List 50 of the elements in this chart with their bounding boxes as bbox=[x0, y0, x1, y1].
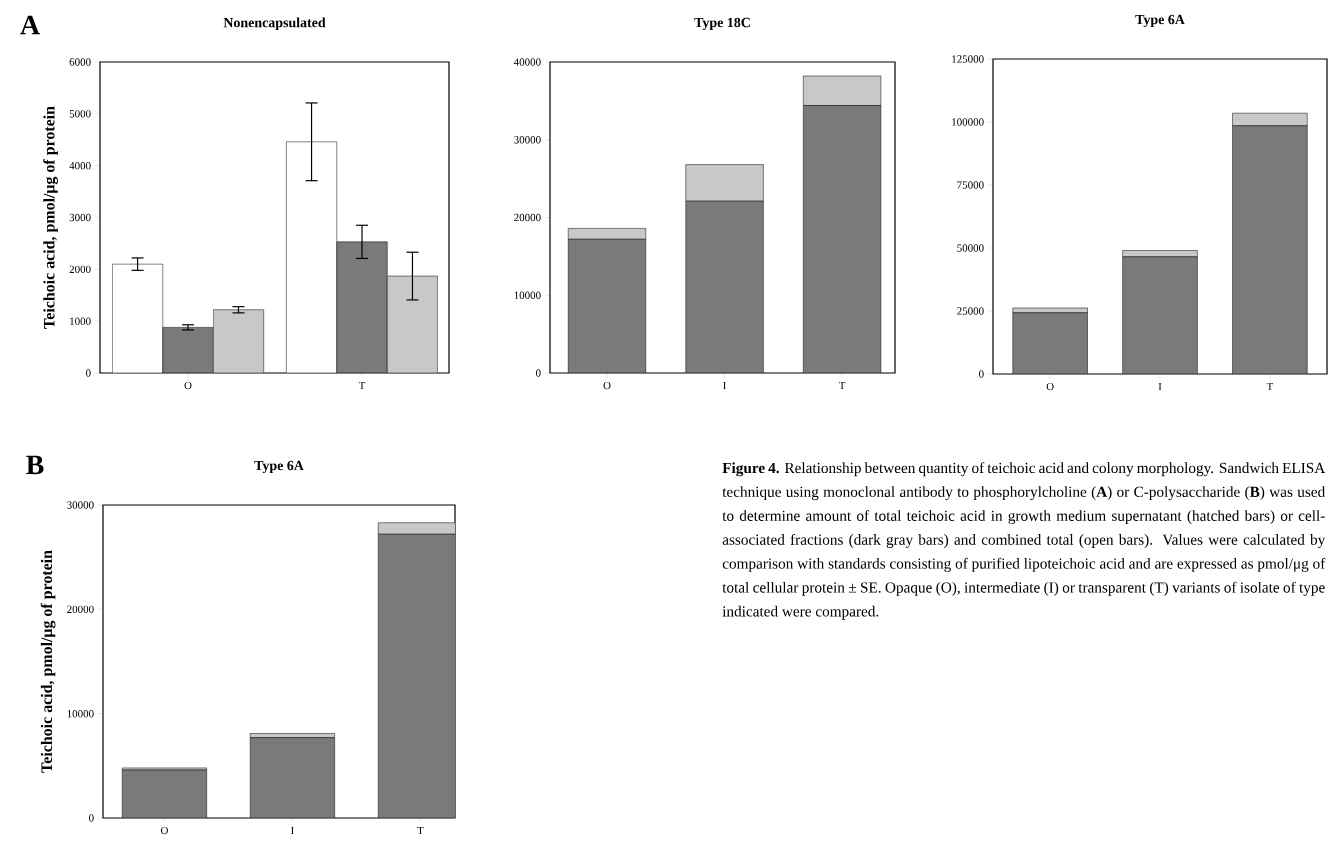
y-tick-label: 0 bbox=[89, 814, 94, 822]
x-tick-label: O bbox=[1046, 382, 1054, 391]
text: B bbox=[26, 455, 44, 475]
x-tick-label: I bbox=[291, 826, 294, 835]
y-tick-label: 6000 bbox=[69, 58, 91, 66]
y-axis-title: Teichoic acid, pmol/μg of protein bbox=[40, 550, 56, 773]
bar bbox=[685, 200, 764, 373]
x-tick-label: T bbox=[358, 381, 366, 390]
y-tick-label: 75000 bbox=[957, 181, 984, 189]
x-tick-label: I bbox=[723, 381, 727, 390]
bar bbox=[803, 105, 882, 373]
y-tick-label: 1000 bbox=[70, 317, 91, 325]
x-tick-label: O bbox=[160, 826, 168, 835]
bar bbox=[567, 239, 647, 373]
y-tick-label: 100000 bbox=[952, 118, 984, 126]
x-tick-label: I bbox=[1158, 382, 1162, 391]
bar bbox=[121, 769, 207, 818]
bar bbox=[386, 275, 438, 373]
y-tick-label: 125000 bbox=[952, 55, 984, 63]
y-tick-label: 0 bbox=[86, 369, 91, 377]
y-tick-label: 3000 bbox=[69, 213, 91, 222]
y-tick-label: 5000 bbox=[69, 110, 91, 118]
chart-title: Type 6A bbox=[1135, 14, 1185, 28]
x-tick-label: T bbox=[1266, 382, 1274, 391]
y-tick-label: 10000 bbox=[67, 709, 94, 718]
chart-title: Type 18C bbox=[694, 17, 750, 31]
y-tick-label: 25000 bbox=[957, 307, 984, 315]
y-tick-label: 20000 bbox=[67, 605, 94, 614]
y-tick-label: 4000 bbox=[69, 161, 91, 170]
y-tick-label: 30000 bbox=[67, 501, 94, 509]
y-tick-label: 2000 bbox=[69, 265, 91, 274]
y-tick-label: 10000 bbox=[514, 291, 541, 299]
bar bbox=[213, 309, 264, 373]
y-axis-title: Teichoic acid, pmol/μg of protein bbox=[43, 106, 58, 329]
y-tick-label: 30000 bbox=[514, 136, 541, 144]
x-tick-label: T bbox=[838, 381, 846, 390]
x-tick-label: O bbox=[184, 381, 192, 390]
y-tick-label: 40000 bbox=[513, 58, 541, 66]
chart-title: Nonencapsulated bbox=[223, 17, 326, 31]
text: Figure 4. Relationship between quantity of teichoic acid and colony morphology. Sandwich ELISA technique using monoclonal antibody to phosphorylcholine (A) or C-polysaccharide (B) was used to determine amount of total teichoic acid in growth medium supernatant (hatched bars) or cell-associated fractions (dark gray bars) and combined total (open bars). Values were calculated by comparison with standards consisting of purified lipoteichoic acid and are expressed as pmol/μg of total cellular protein ± SE. Opaque (O), intermediate (I) or transparent (T) variants of isolate of type indicated were compared. bbox=[722, 462, 1326, 620]
y-tick-label: 0 bbox=[536, 369, 541, 377]
y-tick-label: 20000 bbox=[514, 213, 541, 222]
x-tick-label: T bbox=[417, 826, 424, 835]
y-tick-label: 50000 bbox=[957, 244, 984, 252]
bar bbox=[249, 737, 335, 818]
bar bbox=[685, 164, 764, 202]
y-tick-label: 0 bbox=[979, 370, 984, 378]
text: A bbox=[20, 15, 40, 35]
x-tick-label: O bbox=[603, 381, 611, 390]
chart-title: Type 6A bbox=[254, 460, 304, 474]
